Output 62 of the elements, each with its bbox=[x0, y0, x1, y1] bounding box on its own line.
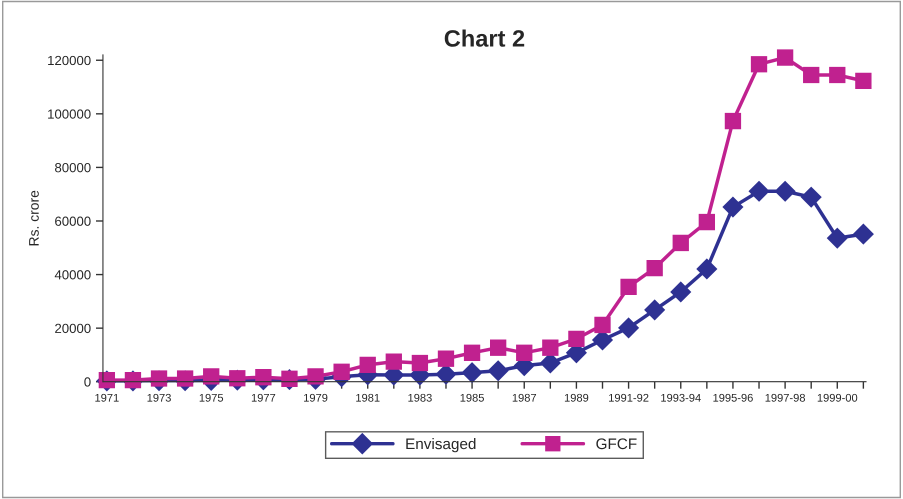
y-tick-label: 40000 bbox=[54, 270, 91, 280]
point bbox=[462, 362, 482, 383]
point bbox=[646, 260, 663, 276]
x-tick-label: 1971 bbox=[95, 394, 119, 402]
x-tick-label: 1973 bbox=[148, 394, 171, 402]
point bbox=[826, 228, 848, 248]
point bbox=[829, 66, 846, 84]
point bbox=[438, 350, 454, 367]
point bbox=[800, 186, 822, 208]
y-axis-title: Rs. crore bbox=[29, 190, 39, 246]
legend-label: Envisaged bbox=[406, 438, 476, 452]
point bbox=[618, 318, 639, 338]
point bbox=[855, 72, 872, 90]
point bbox=[516, 344, 532, 361]
y-tick-label: 100000 bbox=[48, 109, 91, 119]
y-tick-label: 60000 bbox=[55, 216, 91, 226]
point bbox=[853, 224, 874, 244]
legend-label: GFCF bbox=[596, 438, 637, 450]
x-tick-label: 1999-00 bbox=[818, 394, 858, 402]
point bbox=[594, 316, 611, 334]
point bbox=[490, 340, 506, 356]
point bbox=[386, 353, 402, 370]
point bbox=[644, 300, 666, 320]
x-tick-label: 1995-96 bbox=[713, 394, 753, 402]
point bbox=[333, 364, 350, 380]
y-tick-label: 120000 bbox=[48, 56, 91, 66]
point bbox=[696, 258, 718, 280]
x-tick-label: 1977 bbox=[252, 394, 276, 402]
chart-title: Chart 2 bbox=[444, 29, 524, 47]
x-tick-label: 1975 bbox=[200, 394, 224, 402]
x-tick-label: 1981 bbox=[356, 394, 380, 402]
point bbox=[307, 368, 324, 385]
point bbox=[724, 112, 742, 130]
point bbox=[255, 369, 272, 386]
x-tick-label: 1985 bbox=[460, 394, 484, 402]
point bbox=[360, 356, 376, 374]
x-tick-label: 1993-94 bbox=[661, 394, 701, 402]
point bbox=[803, 66, 820, 84]
point bbox=[776, 49, 794, 66]
point bbox=[670, 282, 692, 302]
point bbox=[464, 344, 480, 361]
x-tick-label: 1979 bbox=[304, 394, 328, 402]
point bbox=[750, 56, 768, 72]
point bbox=[722, 196, 744, 218]
y-tick-label: 80000 bbox=[55, 162, 91, 172]
point bbox=[672, 234, 689, 252]
point bbox=[203, 368, 220, 385]
x-tick-label: 1987 bbox=[512, 394, 536, 402]
point bbox=[488, 360, 508, 382]
point bbox=[620, 278, 637, 296]
y-tick-label: 20000 bbox=[55, 324, 91, 334]
point bbox=[412, 354, 428, 372]
point bbox=[698, 214, 716, 230]
x-tick-label: 1989 bbox=[564, 394, 588, 402]
x-tick-label: 1997-98 bbox=[766, 394, 806, 402]
point bbox=[542, 340, 558, 356]
point bbox=[748, 180, 770, 202]
point bbox=[568, 330, 585, 348]
y-tick-label: 0 bbox=[84, 377, 91, 387]
x-tick-label: 1983 bbox=[408, 394, 432, 402]
x-tick-label: 1991-92 bbox=[609, 394, 648, 402]
point bbox=[774, 180, 796, 202]
